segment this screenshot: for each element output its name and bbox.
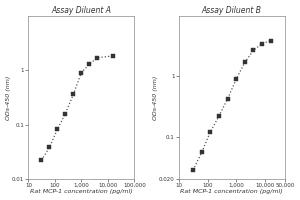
Title: Assay Diluent A: Assay Diluent A (51, 6, 111, 15)
X-axis label: Rat MCP-1 concentration (pg/ml): Rat MCP-1 concentration (pg/ml) (181, 189, 283, 194)
X-axis label: Rat MCP-1 concentration (pg/ml): Rat MCP-1 concentration (pg/ml) (30, 189, 133, 194)
Y-axis label: ODs-450 (nm): ODs-450 (nm) (153, 75, 158, 120)
Y-axis label: ODs-450 (nm): ODs-450 (nm) (6, 75, 10, 120)
Title: Assay Diluent B: Assay Diluent B (202, 6, 262, 15)
